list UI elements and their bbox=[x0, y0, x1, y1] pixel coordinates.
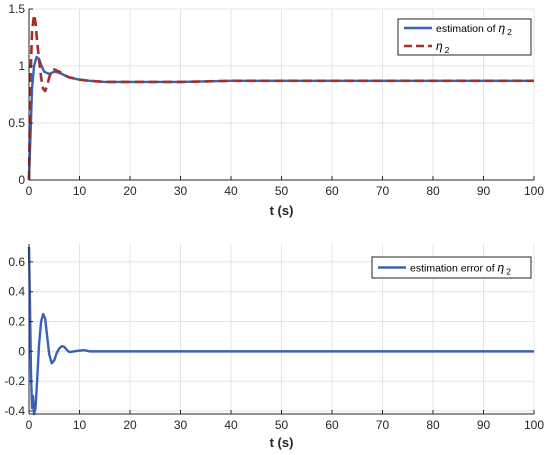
y-tick-label: -0.2 bbox=[4, 374, 25, 388]
x-tick-label: 80 bbox=[426, 418, 440, 432]
series-line-1 bbox=[27, 246, 534, 416]
x-tick-label: 80 bbox=[426, 184, 440, 198]
y-tick-label: 0.2 bbox=[8, 315, 25, 329]
x-tick-label: 90 bbox=[477, 418, 491, 432]
x-tick-label: 0 bbox=[26, 418, 33, 432]
x-axis-label: t (s) bbox=[270, 203, 294, 218]
x-tick-label: 50 bbox=[275, 418, 289, 432]
x-tick-label: 30 bbox=[174, 184, 188, 198]
series-line-2 bbox=[27, 13, 534, 181]
x-tick-label: 30 bbox=[174, 418, 188, 432]
y-tick-label: -0.4 bbox=[4, 404, 25, 418]
legend-box bbox=[371, 256, 532, 279]
x-tick-label: 10 bbox=[73, 418, 87, 432]
x-tick-label: 60 bbox=[325, 418, 339, 432]
y-tick-label: 0 bbox=[18, 173, 25, 187]
legend: estimation of η 2 η 2 bbox=[397, 18, 532, 56]
y-tick-label: 0.5 bbox=[8, 116, 25, 130]
x-tick-label: 50 bbox=[275, 184, 289, 198]
x-tick-label: 60 bbox=[325, 184, 339, 198]
x-tick-label: 100 bbox=[524, 418, 544, 432]
y-tick-label: 1 bbox=[18, 59, 25, 73]
x-tick-label: 10 bbox=[73, 184, 87, 198]
y-tick-label: 0.6 bbox=[8, 255, 25, 269]
x-axis-label: t (s) bbox=[270, 435, 294, 450]
x-tick-label: 40 bbox=[224, 184, 238, 198]
x-tick-label: 20 bbox=[123, 184, 137, 198]
y-tick-label: 1.5 bbox=[8, 2, 25, 16]
chart-panel-2: 0 10 20 30 40 50 60 70 80 90 100 -0.4 -0.2 0 0.2 0.4 0.6… bbox=[4, 244, 544, 450]
x-tick-label: 40 bbox=[224, 418, 238, 432]
x-tick-label: 0 bbox=[26, 184, 33, 198]
x-tick-label: 70 bbox=[376, 418, 390, 432]
y-tick-label: 0 bbox=[18, 344, 25, 358]
y-tick-label: 0.4 bbox=[8, 285, 25, 299]
legend-box bbox=[397, 18, 532, 56]
chart-panel-1: 0 10 20 30 40 50 60 70 80 90 100 0 0.5 1 1.5 t (s) estim… bbox=[8, 2, 544, 218]
x-tick-label: 20 bbox=[123, 418, 137, 432]
x-tick-label: 70 bbox=[376, 184, 390, 198]
x-tick-label: 90 bbox=[477, 184, 491, 198]
x-tick-label: 100 bbox=[524, 184, 544, 198]
